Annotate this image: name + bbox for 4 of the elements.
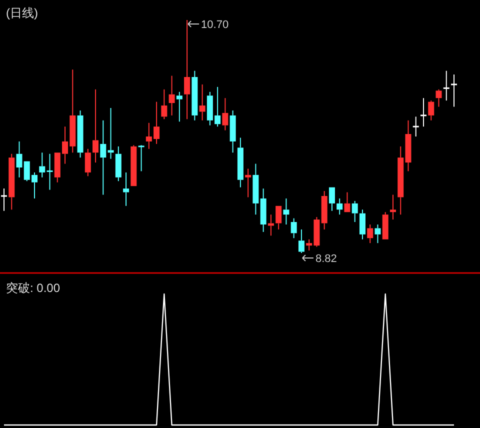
chart-title: 突破: 0.00 <box>6 281 60 295</box>
chart-title: (日线) <box>6 6 38 20</box>
annotation: 8.82 <box>315 253 337 265</box>
annotation: 10.70 <box>201 19 229 31</box>
